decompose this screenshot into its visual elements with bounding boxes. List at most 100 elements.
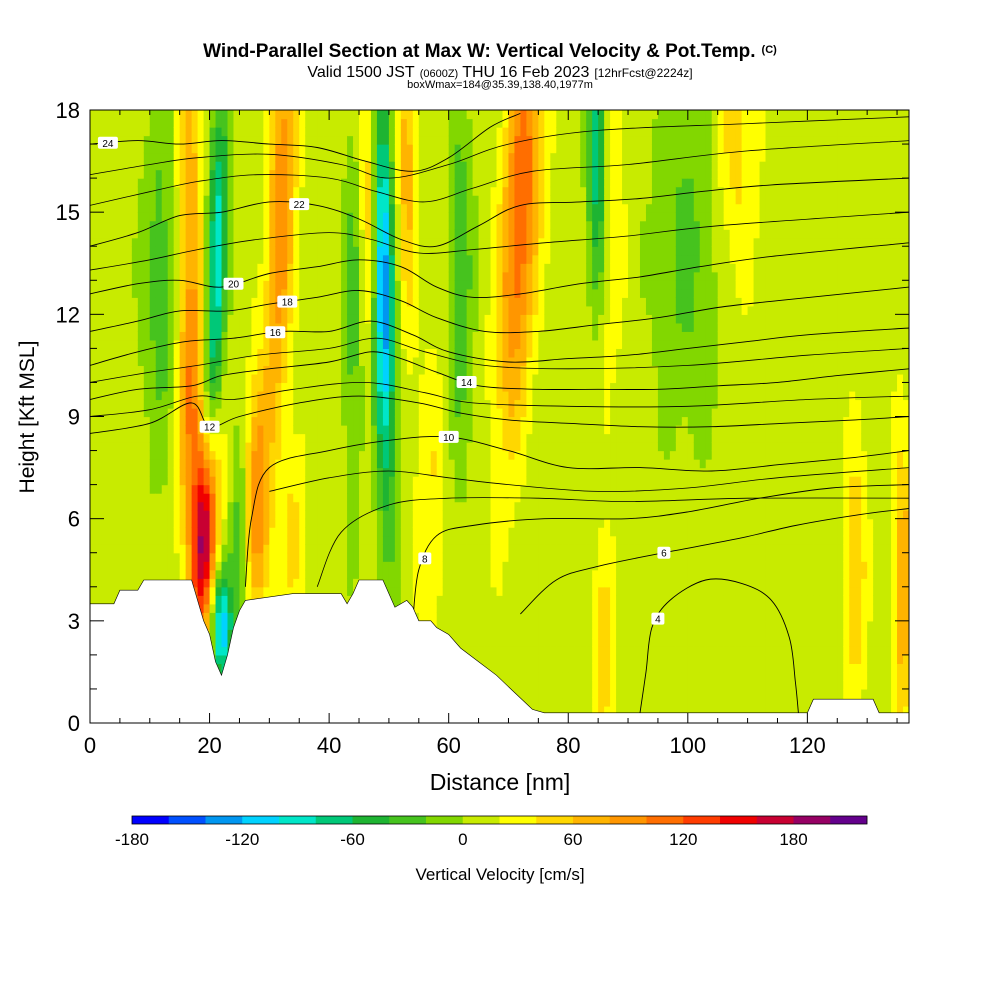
- velocity-cell: [125, 399, 133, 409]
- velocity-cell: [400, 186, 408, 196]
- velocity-cell: [299, 561, 306, 571]
- velocity-cell: [370, 535, 378, 545]
- velocity-cell: [263, 348, 270, 358]
- velocity-cell: [215, 229, 223, 239]
- velocity-cell: [496, 654, 504, 665]
- velocity-cell: [400, 152, 408, 162]
- velocity-cell: [155, 178, 163, 188]
- velocity-cell: [394, 552, 402, 562]
- velocity-cell: [496, 373, 504, 384]
- velocity-cell: [155, 442, 163, 452]
- velocity-cell: [119, 450, 127, 460]
- velocity-cell: [364, 178, 372, 188]
- velocity-cell: [388, 135, 396, 145]
- velocity-cell: [227, 476, 235, 486]
- velocity-cell: [173, 493, 181, 503]
- velocity-cell: [131, 399, 139, 409]
- velocity-cell: [424, 339, 432, 349]
- velocity-cell: [299, 178, 306, 188]
- velocity-cell: [131, 561, 139, 571]
- velocity-cell: [119, 203, 127, 213]
- velocity-cell: [203, 407, 211, 418]
- velocity-cell: [317, 322, 324, 332]
- velocity-cell: [335, 118, 342, 128]
- velocity-cell: [113, 118, 121, 128]
- velocity-cell: [251, 399, 258, 409]
- velocity-cell: [209, 629, 217, 639]
- velocity-cell: [394, 527, 402, 537]
- velocity-cell: [329, 152, 336, 162]
- velocity-cell: [221, 552, 229, 562]
- velocity-cell: [143, 229, 151, 239]
- velocity-cell: [173, 118, 181, 128]
- velocity-cell: [347, 322, 354, 332]
- velocity-cell: [442, 595, 450, 605]
- velocity-cell: [203, 212, 211, 222]
- velocity-cell: [424, 501, 432, 511]
- velocity-cell: [269, 510, 276, 520]
- velocity-cell: [329, 314, 336, 324]
- velocity-cell: [275, 373, 282, 384]
- velocity-cell: [442, 305, 450, 315]
- velocity-cell: [155, 527, 163, 537]
- velocity-cell: [131, 518, 139, 528]
- velocity-cell: [388, 339, 396, 349]
- velocity-cell: [394, 127, 402, 137]
- velocity-cell: [239, 314, 247, 324]
- velocity-cell: [173, 527, 181, 537]
- velocity-cell: [412, 535, 420, 545]
- velocity-cell: [436, 527, 444, 537]
- velocity-cell: [245, 356, 253, 367]
- velocity-cell: [376, 416, 384, 426]
- velocity-cell: [502, 654, 510, 665]
- velocity-cell: [472, 544, 480, 554]
- velocity-cell: [221, 586, 229, 596]
- velocity-cell: [430, 118, 438, 128]
- velocity-cell: [341, 280, 348, 290]
- velocity-cell: [191, 212, 199, 222]
- velocity-cell: [484, 314, 492, 324]
- velocity-cell: [227, 450, 235, 460]
- velocity-cell: [329, 305, 336, 315]
- velocity-cell: [233, 382, 241, 392]
- velocity-cell: [119, 425, 127, 435]
- velocity-cell: [424, 612, 432, 622]
- velocity-cell: [221, 246, 229, 256]
- velocity-cell: [161, 518, 169, 528]
- velocity-cell: [412, 297, 420, 307]
- velocity-cell: [275, 203, 282, 213]
- velocity-cell: [281, 110, 288, 120]
- velocity-cell: [185, 161, 193, 171]
- velocity-cell: [394, 118, 402, 128]
- velocity-cell: [233, 127, 241, 137]
- velocity-cell: [263, 390, 270, 401]
- velocity-cell: [221, 288, 229, 298]
- velocity-cell: [275, 254, 282, 264]
- velocity-cell: [209, 467, 217, 477]
- velocity-cell: [388, 501, 396, 511]
- velocity-cell: [209, 442, 217, 452]
- velocity-cell: [466, 135, 474, 145]
- velocity-cell: [460, 288, 468, 298]
- velocity-cell: [269, 110, 276, 120]
- velocity-cell: [442, 220, 450, 230]
- velocity-cell: [466, 552, 474, 562]
- velocity-cell: [137, 169, 145, 179]
- velocity-cell: [227, 178, 235, 188]
- velocity-cell: [287, 373, 294, 384]
- velocity-cell: [305, 186, 312, 196]
- velocity-cell: [185, 195, 193, 205]
- velocity-cell: [233, 390, 241, 401]
- velocity-cell: [95, 544, 103, 554]
- velocity-cell: [496, 586, 504, 596]
- velocity-cell: [119, 314, 127, 324]
- velocity-cell: [161, 314, 169, 324]
- velocity-cell: [406, 271, 414, 281]
- velocity-cell: [113, 476, 121, 486]
- velocity-cell: [227, 467, 235, 477]
- velocity-cell: [472, 399, 480, 409]
- velocity-cell: [418, 246, 426, 256]
- velocity-cell: [251, 450, 258, 460]
- velocity-cell: [478, 578, 486, 588]
- velocity-cell: [418, 493, 426, 503]
